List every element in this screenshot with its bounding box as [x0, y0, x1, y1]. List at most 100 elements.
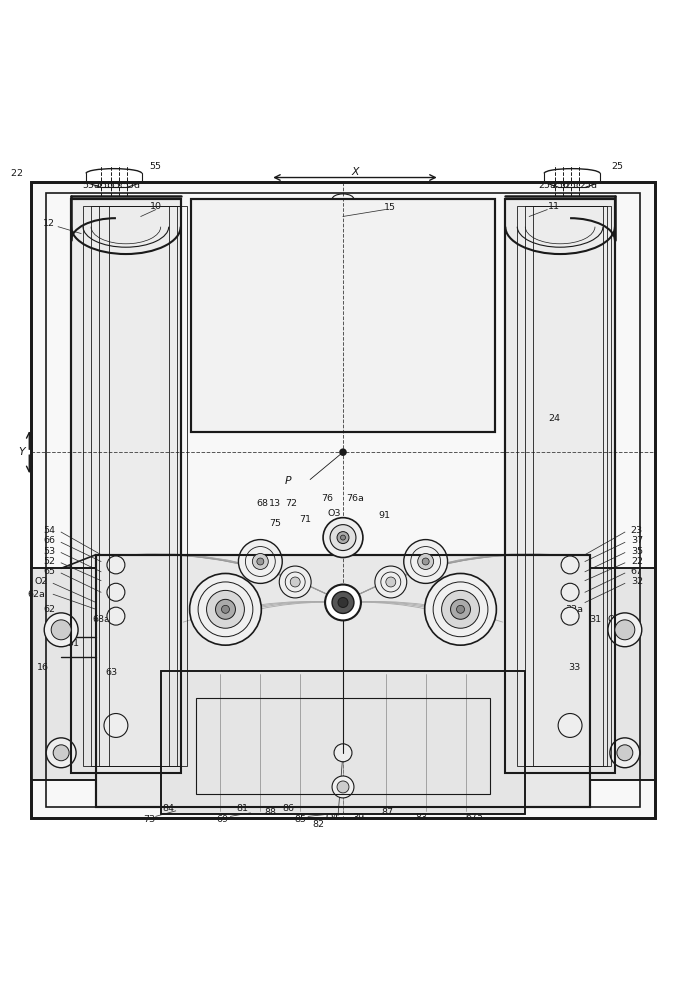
Circle shape	[442, 590, 480, 628]
Circle shape	[608, 613, 642, 647]
Bar	[525, 206, 607, 766]
Text: 67a: 67a	[466, 813, 484, 822]
Bar	[96, 555, 590, 807]
Bar	[46, 193, 640, 807]
Circle shape	[239, 540, 282, 583]
Circle shape	[290, 577, 300, 587]
Circle shape	[338, 598, 348, 607]
Bar	[99, 206, 180, 766]
Circle shape	[457, 605, 464, 613]
Text: 76a: 76a	[346, 494, 364, 503]
Bar	[161, 671, 525, 814]
Text: 87: 87	[382, 808, 394, 817]
Text: 81: 81	[237, 804, 248, 813]
Bar	[506, 199, 615, 773]
Text: 35: 35	[630, 547, 643, 556]
Text: 25d: 25d	[579, 181, 597, 190]
Text: 63: 63	[105, 668, 117, 677]
Circle shape	[334, 744, 352, 762]
Text: 33: 33	[568, 663, 580, 672]
Text: 2: 2	[16, 169, 23, 178]
Circle shape	[617, 745, 632, 761]
Bar	[83, 206, 169, 766]
Circle shape	[610, 738, 640, 768]
Text: O2: O2	[34, 577, 48, 586]
Text: P: P	[285, 476, 292, 486]
Bar	[506, 199, 615, 773]
Circle shape	[107, 607, 125, 625]
Bar	[32, 568, 96, 780]
Circle shape	[107, 556, 125, 574]
Circle shape	[340, 449, 346, 455]
Text: 91: 91	[379, 511, 391, 520]
Text: 84: 84	[163, 804, 175, 813]
Circle shape	[558, 714, 582, 737]
Text: 85: 85	[294, 815, 306, 824]
Text: 16: 16	[37, 663, 49, 672]
Text: 68: 68	[257, 499, 268, 508]
Text: 23: 23	[630, 526, 643, 535]
Bar	[590, 568, 654, 780]
Circle shape	[189, 573, 261, 645]
Text: O4: O4	[325, 813, 339, 822]
Circle shape	[46, 738, 76, 768]
Circle shape	[323, 518, 363, 557]
Text: 54: 54	[43, 526, 55, 535]
Bar	[91, 206, 177, 766]
Circle shape	[222, 605, 229, 613]
Text: 67: 67	[631, 567, 643, 576]
Bar	[96, 555, 590, 807]
Bar	[517, 206, 603, 766]
Text: 24: 24	[548, 414, 560, 423]
Text: 52: 52	[43, 557, 55, 566]
Circle shape	[44, 613, 78, 647]
Text: 75: 75	[270, 519, 281, 528]
Circle shape	[375, 566, 407, 598]
Text: 25: 25	[611, 162, 623, 171]
Bar	[109, 206, 187, 766]
Text: 32a: 32a	[565, 605, 583, 614]
Text: 12: 12	[43, 219, 55, 228]
Text: 31: 31	[589, 615, 601, 624]
Bar	[71, 199, 180, 773]
Bar	[161, 671, 525, 814]
Text: 55b: 55b	[95, 181, 113, 190]
Circle shape	[561, 556, 579, 574]
Text: 73: 73	[143, 815, 155, 824]
Text: 15: 15	[383, 203, 396, 212]
Text: Y: Y	[18, 447, 25, 457]
Circle shape	[257, 558, 264, 565]
Text: 25a: 25a	[539, 181, 556, 190]
Text: 55a: 55a	[82, 181, 100, 190]
Text: 37: 37	[630, 536, 643, 545]
Circle shape	[425, 573, 497, 645]
Text: 25c: 25c	[565, 181, 582, 190]
Circle shape	[252, 554, 268, 569]
Text: 51: 51	[67, 639, 79, 648]
Bar	[590, 568, 654, 780]
Circle shape	[340, 535, 346, 540]
Text: 25b: 25b	[551, 181, 569, 190]
Text: 61: 61	[67, 627, 79, 636]
Circle shape	[615, 620, 635, 640]
Text: 83: 83	[416, 813, 428, 822]
Text: 39: 39	[352, 813, 364, 822]
Text: 71: 71	[299, 515, 311, 524]
Text: 68a: 68a	[92, 615, 110, 624]
Bar	[191, 199, 495, 432]
Text: 82: 82	[312, 820, 324, 829]
Bar	[533, 206, 611, 766]
Text: X: X	[351, 167, 359, 177]
Text: 32: 32	[630, 577, 643, 586]
Text: 21: 21	[611, 627, 623, 636]
Circle shape	[332, 776, 354, 798]
Bar	[196, 698, 490, 794]
Text: 53: 53	[43, 547, 56, 556]
Circle shape	[51, 620, 71, 640]
Circle shape	[215, 599, 235, 619]
Circle shape	[337, 781, 349, 793]
Circle shape	[422, 558, 429, 565]
Circle shape	[206, 590, 244, 628]
Bar	[71, 199, 180, 773]
Circle shape	[561, 583, 579, 601]
